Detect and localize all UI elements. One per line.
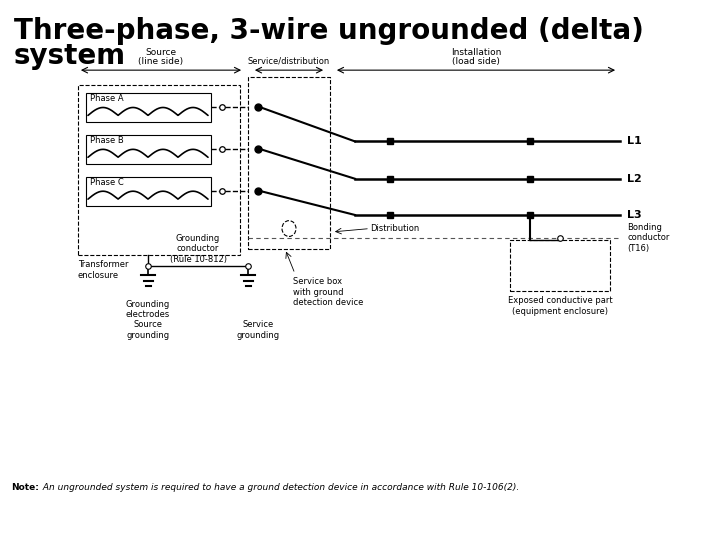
Text: Phase A: Phase A [90,94,124,103]
Text: Service/distribution: Service/distribution [248,57,330,66]
Text: Service
grounding: Service grounding [236,320,279,340]
Text: Phase C: Phase C [90,178,124,187]
Text: system: system [14,42,126,70]
Text: Source: Source [145,48,176,57]
Text: Three-phase, 3-wire ungrounded (delta): Three-phase, 3-wire ungrounded (delta) [14,17,644,45]
Text: L3: L3 [627,210,642,220]
Text: Distribution: Distribution [370,224,419,233]
Text: (line side): (line side) [138,57,184,66]
Text: Source
grounding: Source grounding [127,320,170,340]
Bar [248,77,330,249]
Text: An ungrounded system is required to have a ground detection device in accordance: An ungrounded system is required to have… [40,483,519,492]
Text: Transformer
enclosure: Transformer enclosure [78,260,128,280]
Circle shape [282,221,296,237]
Text: (load side): (load side) [452,57,500,66]
Text: Service box
with ground
detection device: Service box with ground detection device [293,277,364,307]
Text: Stantec: Stantec [646,513,706,526]
Text: Exposed conductive part
(equipment enclosure): Exposed conductive part (equipment enclo… [508,296,612,316]
Bar [86,177,211,206]
Text: L2: L2 [627,174,642,184]
Text: Grounding
conductor
(Rule 10-812): Grounding conductor (Rule 10-812) [169,234,227,264]
Bar [510,240,610,291]
Text: Note:: Note: [11,483,39,492]
Text: Installation: Installation [451,48,501,57]
Text: Phase B: Phase B [90,136,124,145]
Bar [86,93,211,122]
Text: Grounding
electrodes: Grounding electrodes [126,300,170,319]
Text: Bonding
conductor
(T16): Bonding conductor (T16) [627,222,670,253]
Text: L1: L1 [627,137,642,146]
Bar [78,85,240,254]
Bar [86,134,211,164]
